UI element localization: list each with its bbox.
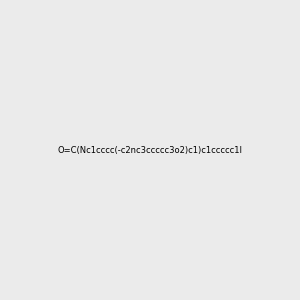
Text: O=C(Nc1cccc(-c2nc3ccccc3o2)c1)c1ccccc1I: O=C(Nc1cccc(-c2nc3ccccc3o2)c1)c1ccccc1I [58,146,242,154]
